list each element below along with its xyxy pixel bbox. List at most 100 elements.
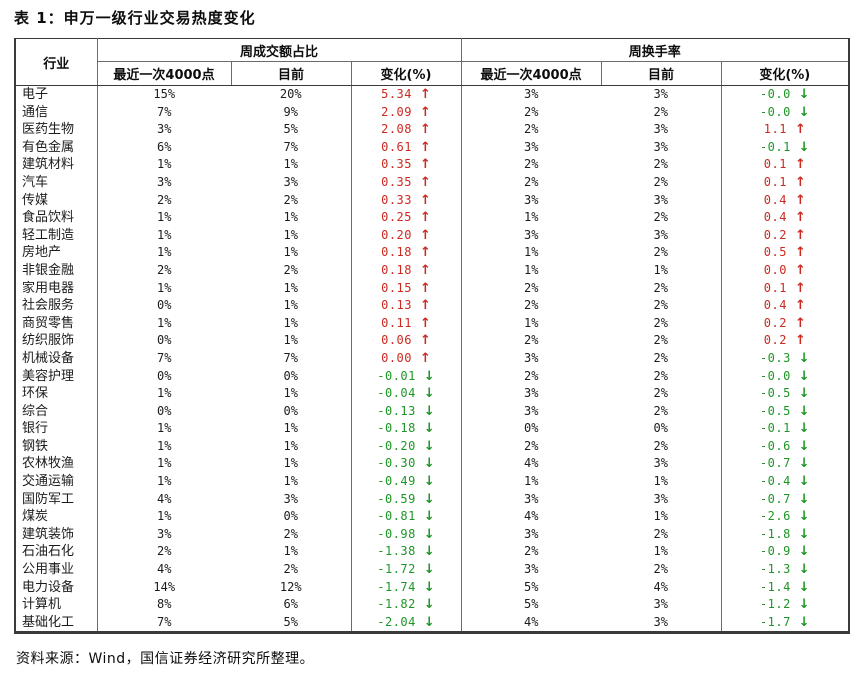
- value-cell: 12%: [231, 578, 352, 597]
- value-cell: 1%: [157, 474, 172, 489]
- column-group-amount-share: 周成交额占比: [97, 38, 462, 62]
- up-arrow-icon: ↑: [794, 122, 806, 138]
- change-value: 0.13: [381, 298, 413, 313]
- down-arrow-icon: ↓: [798, 421, 810, 437]
- change-cell: 0.2 ↑: [721, 315, 849, 333]
- value-cell: 2%: [231, 525, 352, 544]
- value-cell: 1%: [157, 438, 172, 453]
- industry-cell: 房地产: [15, 244, 98, 262]
- change-value: 1.1: [763, 122, 787, 137]
- change-value: 0.61: [381, 139, 413, 154]
- table-row: 食品饮料 1% 1% 0.25 ↑ 1% 2% 0.4 ↑: [15, 209, 849, 227]
- industry-cell: 美容护理: [15, 367, 98, 386]
- value-cell: 3%: [601, 455, 722, 474]
- value-cell: 2%: [601, 349, 722, 368]
- value-cell: 2%: [601, 402, 722, 421]
- value-cell: 2%: [524, 438, 539, 453]
- change-cell: -0.0 ↓: [721, 104, 849, 122]
- column-header-amt-now: 目前: [231, 61, 352, 86]
- value-cell: 8%: [157, 597, 172, 612]
- change-value: -1.82: [377, 597, 416, 612]
- value-cell: 1%: [231, 209, 352, 227]
- up-arrow-icon: ↑: [794, 280, 806, 296]
- change-cell: -0.01 ↓: [351, 367, 462, 386]
- table-row: 建筑材料 1% 1% 0.35 ↑ 2% 2% 0.1 ↑: [15, 156, 849, 174]
- industry-cell: 电子: [15, 85, 98, 104]
- industry-cell: 家用电器: [15, 279, 98, 298]
- down-arrow-icon: ↓: [798, 491, 810, 507]
- change-value: -0.4: [759, 474, 791, 489]
- industry-cell: 电力设备: [15, 578, 98, 597]
- value-cell: 7%: [157, 614, 172, 629]
- down-arrow-icon: ↓: [423, 614, 435, 630]
- change-cell: 0.1 ↑: [721, 156, 849, 174]
- table-row: 环保 1% 1% -0.04 ↓ 3% 2% -0.5 ↓: [15, 385, 849, 403]
- down-arrow-icon: ↓: [423, 491, 435, 507]
- value-cell: 1%: [157, 315, 172, 330]
- industry-cell: 钢铁: [15, 437, 98, 456]
- change-cell: 0.4 ↑: [721, 209, 849, 227]
- value-cell: 2%: [601, 525, 722, 544]
- column-header-turn-last4000: 最近一次4000点: [461, 61, 602, 86]
- industry-cell: 公用事业: [15, 561, 98, 579]
- value-cell: 1%: [231, 226, 352, 245]
- value-cell: 1%: [157, 245, 172, 260]
- change-value: -1.3: [759, 562, 791, 577]
- table-row: 建筑装饰 3% 2% -0.98 ↓ 3% 2% -1.8 ↓: [15, 525, 849, 544]
- down-arrow-icon: ↓: [423, 562, 435, 578]
- table-row: 电子 15% 20% 5.34 ↑ 3% 3% -0.0 ↓: [15, 85, 849, 104]
- value-cell: 1%: [231, 332, 352, 350]
- change-value: 2.09: [381, 104, 413, 119]
- value-cell: 2%: [524, 174, 539, 189]
- value-cell: 14%: [153, 579, 176, 594]
- down-arrow-icon: ↓: [423, 421, 435, 437]
- header-sub-row: 最近一次4000点 目前 变化(%) 最近一次4000点 目前 变化(%): [15, 61, 850, 86]
- value-cell: 2%: [601, 385, 722, 403]
- industry-cell: 农林牧渔: [15, 455, 98, 474]
- up-arrow-icon: ↑: [420, 104, 431, 120]
- change-value: -0.04: [377, 386, 416, 401]
- change-value: -1.38: [377, 544, 416, 559]
- change-cell: -0.0 ↓: [721, 368, 849, 386]
- industry-cell: 环保: [15, 385, 98, 403]
- change-value: -0.13: [377, 403, 416, 418]
- value-cell: 1%: [157, 210, 172, 225]
- down-arrow-icon: ↓: [423, 368, 435, 384]
- value-cell: 5%: [231, 613, 352, 633]
- change-cell: -1.2 ↓: [721, 596, 849, 614]
- table-row: 银行 1% 1% -0.18 ↓ 0% 0% -0.1 ↓: [15, 420, 849, 438]
- change-value: -0.1: [759, 421, 791, 436]
- change-value: -1.4: [759, 579, 791, 594]
- change-cell: 0.33 ↑: [351, 191, 462, 210]
- value-cell: 0%: [231, 508, 352, 526]
- down-arrow-icon: ↓: [423, 456, 435, 472]
- down-arrow-icon: ↓: [423, 579, 435, 595]
- change-cell: -0.81 ↓: [351, 508, 462, 526]
- down-arrow-icon: ↓: [423, 474, 435, 490]
- value-cell: 1%: [231, 473, 352, 491]
- value-cell: 2%: [157, 262, 172, 277]
- industry-cell: 轻工制造: [15, 226, 98, 245]
- change-cell: -2.04 ↓: [351, 613, 462, 633]
- value-cell: 3%: [601, 596, 722, 614]
- change-cell: 1.1 ↑: [721, 121, 849, 139]
- change-value: 0.4: [763, 210, 787, 225]
- change-cell: 0.25 ↑: [351, 209, 462, 227]
- down-arrow-icon: ↓: [798, 87, 810, 102]
- value-cell: 2%: [601, 332, 722, 350]
- up-arrow-icon: ↑: [794, 174, 806, 190]
- change-value: -1.74: [377, 579, 416, 594]
- down-arrow-icon: ↓: [798, 350, 810, 366]
- table-row: 美容护理 0% 0% -0.01 ↓ 2% 2% -0.0 ↓: [15, 367, 849, 386]
- change-cell: 2.08 ↑: [351, 121, 462, 139]
- change-value: -1.7: [759, 614, 791, 629]
- table-row: 通信 7% 9% 2.09 ↑ 2% 2% -0.0 ↓: [15, 103, 849, 122]
- change-cell: -0.7 ↓: [721, 491, 849, 509]
- change-value: 0.18: [381, 245, 413, 260]
- value-cell: 1%: [231, 314, 352, 333]
- value-cell: 7%: [231, 349, 352, 368]
- value-cell: 3%: [157, 526, 172, 541]
- change-value: -1.72: [377, 562, 416, 577]
- value-cell: 1%: [231, 455, 352, 474]
- value-cell: 1%: [231, 156, 352, 174]
